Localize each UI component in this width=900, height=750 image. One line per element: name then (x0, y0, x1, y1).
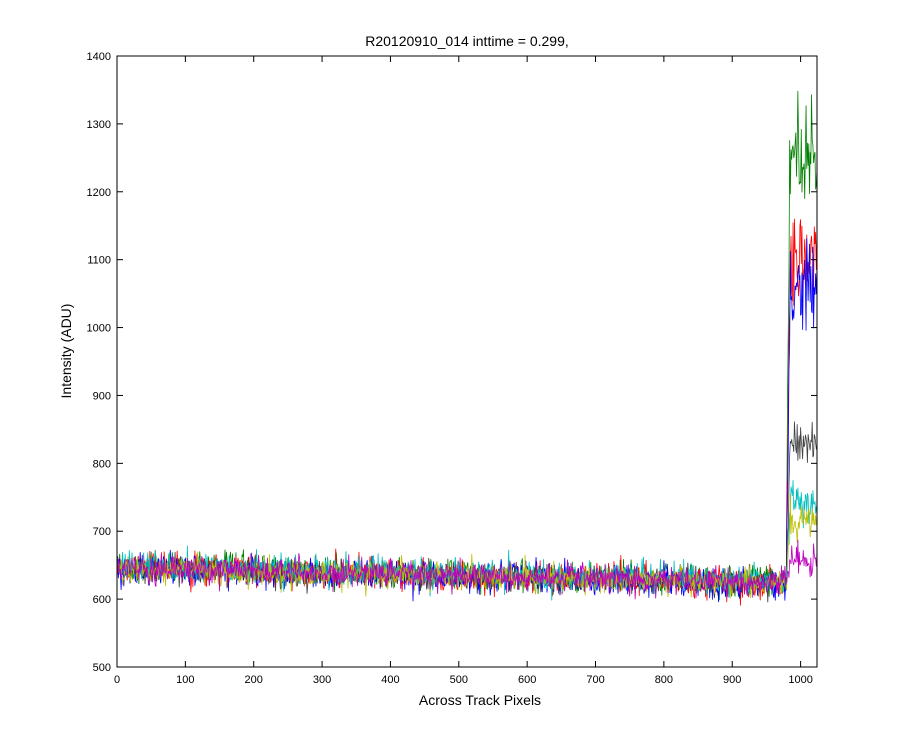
series-line (116, 539, 818, 600)
y-tick-label: 500 (93, 662, 111, 674)
x-tick-label: 700 (586, 674, 604, 686)
y-tick-label: 800 (93, 458, 111, 470)
x-tick-label: 200 (245, 674, 263, 686)
x-tick-label: 500 (450, 674, 468, 686)
x-tick-label: 1000 (788, 674, 812, 686)
x-tick-label: 400 (381, 674, 399, 686)
series-line (116, 494, 818, 599)
y-tick-label: 1000 (87, 323, 111, 335)
y-tick-label: 1400 (87, 51, 111, 63)
y-tick-label: 1300 (87, 119, 111, 131)
y-tick-label: 1200 (87, 187, 111, 199)
x-tick-label: 600 (518, 674, 536, 686)
y-tick-label: 900 (93, 390, 111, 402)
y-tick-label: 700 (93, 526, 111, 538)
axes-box (116, 55, 818, 668)
x-tick-label: 900 (723, 674, 741, 686)
x-tick-label: 100 (176, 674, 194, 686)
y-tick-label: 1100 (87, 255, 111, 267)
x-tick-label: 300 (313, 674, 331, 686)
x-tick-label: 800 (655, 674, 673, 686)
y-axis-label: Intensity (ADU) (58, 304, 74, 399)
chart-title: R20120910_014 inttime = 0.299, (365, 33, 569, 49)
y-tick-label: 600 (93, 594, 111, 606)
ticks-layer: 0 100 200 300 400 500 600 700 800 900 1000 500 600 70… (87, 51, 817, 686)
series-layer (116, 90, 818, 606)
x-tick-label: 0 (114, 674, 120, 686)
x-axis-label: Across Track Pixels (419, 692, 541, 708)
